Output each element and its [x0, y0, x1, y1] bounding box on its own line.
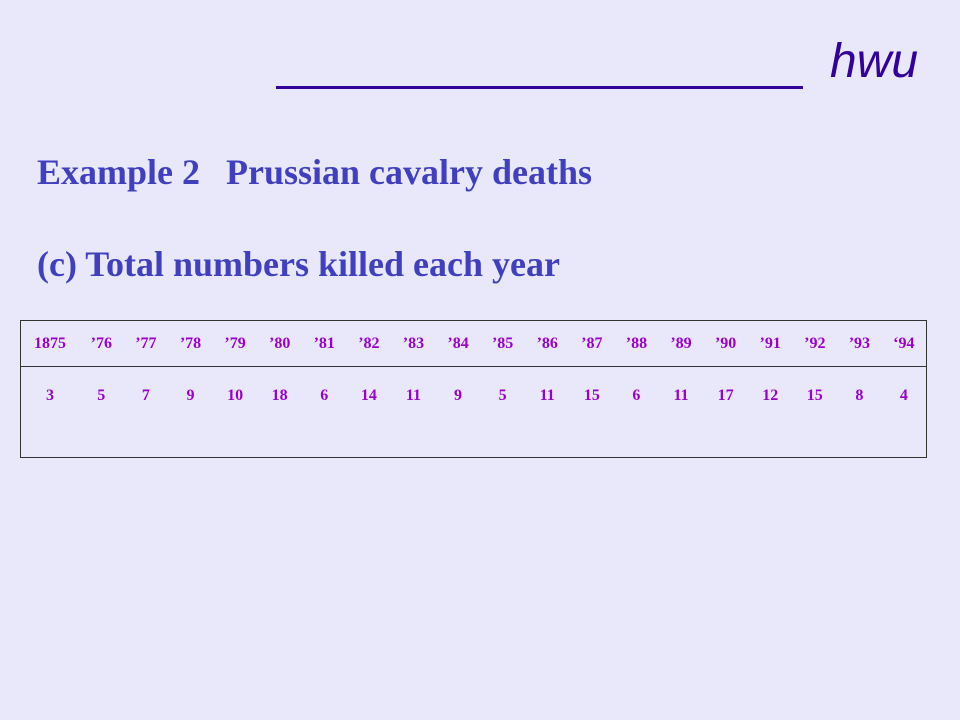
year-cell: ’87: [569, 320, 615, 367]
year-cell: 1875: [20, 320, 79, 367]
count-cell: 15: [583, 387, 600, 404]
year-cell: ’91: [747, 320, 793, 367]
year-cell: ’85: [480, 320, 525, 367]
deaths-table: 1875’76’77’78’79’80’81’82’83’84’85’86’87…: [20, 320, 927, 458]
year-cell: ’84: [435, 320, 481, 367]
count-cell: 3: [46, 387, 54, 404]
count-cell: 6: [632, 387, 641, 404]
year-cell: ’92: [792, 320, 838, 367]
count-cell: 9: [186, 387, 195, 404]
count-cell: 17: [717, 387, 734, 404]
year-cell: ’77: [123, 320, 169, 367]
year-cell: ’86: [524, 320, 570, 367]
count-cell: 10: [227, 387, 244, 404]
year-cell: ’93: [837, 320, 882, 367]
year-cell: ’83: [391, 320, 436, 367]
year-cell: ’80: [257, 320, 302, 367]
slide-title-example: Example 2: [37, 152, 201, 192]
count-cell: 4: [899, 387, 908, 404]
count-cell: 9: [454, 387, 463, 404]
brand-logo-text: hwu: [830, 35, 919, 88]
counts-row: 3 5 7 9 10 18 6 14 11 9 5 11 15 6 11 17 12 15 8 4: [21, 367, 927, 458]
count-cell: 7: [141, 387, 150, 404]
year-cell: ’82: [346, 320, 392, 367]
count-cell: 18: [271, 387, 288, 404]
year-cell: ’81: [301, 320, 347, 367]
year-cell: ’76: [79, 320, 124, 367]
count-cell: 6: [320, 387, 329, 404]
count-cell: 12: [762, 387, 779, 404]
count-cell: 11: [673, 387, 689, 404]
count-cell: 5: [97, 387, 106, 404]
count-cell: 5: [498, 387, 507, 404]
year-cell: ’90: [703, 320, 748, 367]
count-cell: 11: [539, 387, 555, 404]
slide-subtitle: (c) Total numbers killed each year: [37, 244, 560, 284]
slide-title: Example 2 Prussian cavalry deaths: [37, 154, 592, 190]
year-cell: ’79: [212, 320, 258, 367]
header-rule: [276, 86, 803, 89]
year-cell: ’78: [168, 320, 213, 367]
years-row: 1875’76’77’78’79’80’81’82’83’84’85’86’87…: [20, 320, 927, 367]
year-cell: ‘94: [881, 320, 927, 367]
year-cell: ’89: [658, 320, 704, 367]
count-cell: 8: [855, 387, 864, 404]
count-cell: 14: [360, 387, 377, 404]
count-cell: 15: [806, 387, 823, 404]
slide-title-topic: Prussian cavalry deaths: [226, 152, 593, 192]
count-cell: 11: [405, 387, 422, 404]
year-cell: ’88: [614, 320, 659, 367]
